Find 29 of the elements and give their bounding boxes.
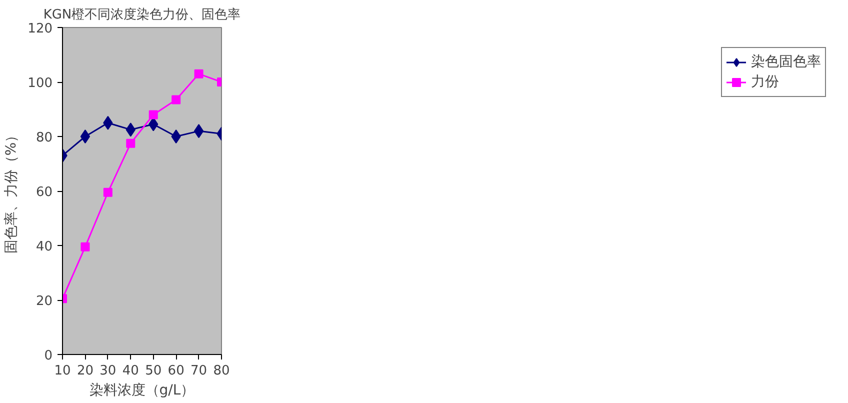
x-tick-label: 40 <box>122 364 139 378</box>
y-tick-label: 60 <box>36 185 53 200</box>
point <box>171 130 181 144</box>
point <box>126 138 136 148</box>
x-axis-title: 染料浓度（g/L） <box>89 382 195 398</box>
point <box>80 130 90 144</box>
chart-title: KGN橙不同浓度染色力份、固色率 <box>43 6 241 22</box>
point <box>80 242 90 252</box>
x-tick-label: 70 <box>190 364 208 378</box>
point <box>172 95 181 104</box>
x-tick-label: 50 <box>145 364 162 378</box>
x-tick-label: 20 <box>76 364 94 378</box>
x-tick-label: 30 <box>100 364 116 378</box>
y-tick-label: 100 <box>28 76 53 91</box>
legend-label: 染色固色率 <box>751 53 821 71</box>
y-tick-label: 120 <box>28 22 53 36</box>
x-tick-label: 60 <box>168 364 184 378</box>
y-tick-label: 40 <box>36 240 53 254</box>
y-tick-label: 20 <box>36 294 53 309</box>
point <box>194 69 204 78</box>
legend-label: 力份 <box>751 73 779 91</box>
y-axis-title: 固色率、力份（%） <box>4 128 20 254</box>
y-tick-label: 80 <box>36 130 53 146</box>
x-tick-label: 80 <box>213 364 230 378</box>
y-tick-label: 0 <box>44 348 53 364</box>
point <box>148 110 158 120</box>
point <box>194 124 204 138</box>
x-tick-label: 10 <box>54 364 71 378</box>
point <box>103 188 112 197</box>
